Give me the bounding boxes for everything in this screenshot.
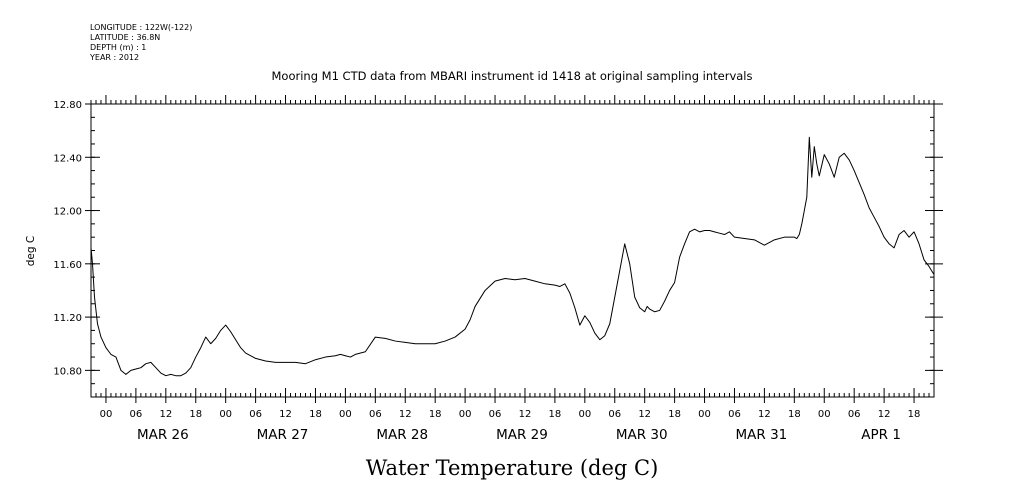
x-day-label: MAR 31 — [736, 427, 788, 443]
x-hour-label: 12 — [159, 409, 172, 420]
latitude-text: LATITUDE : 36.8N — [90, 33, 160, 42]
x-hour-label: 18 — [549, 409, 562, 420]
x-day-label: APR 1 — [861, 427, 901, 443]
y-tick-label: 12.80 — [53, 100, 82, 111]
y-tick-label: 12.40 — [53, 153, 82, 164]
x-hour-label: 00 — [459, 409, 472, 420]
metadata-block: LONGITUDE : 122W(-122) LATITUDE : 36.8N … — [89, 23, 192, 62]
x-hour-label: 06 — [728, 409, 741, 420]
x-hour-label: 12 — [519, 409, 532, 420]
x-day-label: MAR 30 — [616, 427, 668, 443]
y-tick-label: 11.60 — [53, 260, 82, 271]
x-axis: 00 06 12 18 00 06 12 18 00 06 12 18 00 06 12 18 00 06 12 18… — [90, 95, 935, 443]
x-hour-label: 06 — [489, 409, 502, 420]
y-tick-label: 12.00 — [53, 207, 82, 218]
chart-title: Mooring M1 CTD data from MBARI instrumen… — [272, 69, 753, 83]
longitude-text: LONGITUDE : 122W(-122) — [90, 23, 192, 32]
x-day-label: MAR 28 — [376, 427, 428, 443]
x-day-label: MAR 27 — [257, 427, 309, 443]
x-hour-label: 18 — [309, 409, 322, 420]
x-hour-label: 18 — [668, 409, 681, 420]
x-hour-label: 18 — [908, 409, 921, 420]
x-hour-label: 06 — [369, 409, 382, 420]
depth-text: DEPTH (m) : 1 — [90, 43, 146, 52]
x-hour-label: 12 — [279, 409, 292, 420]
x-hour-label: 18 — [788, 409, 801, 420]
x-hour-label: 06 — [608, 409, 621, 420]
x-hour-label: 00 — [339, 409, 352, 420]
x-day-label: MAR 26 — [137, 427, 189, 443]
x-hour-label: 18 — [429, 409, 442, 420]
x-hour-label: 06 — [848, 409, 861, 420]
year-text: YEAR : 2012 — [89, 53, 139, 62]
x-hour-label: 00 — [698, 409, 711, 420]
y-tick-label: 10.80 — [53, 366, 82, 377]
x-hour-label: 18 — [189, 409, 202, 420]
x-hour-label: 12 — [399, 409, 412, 420]
y-tick-label: 11.20 — [53, 313, 82, 324]
y-axis: 10.80 11.20 11.60 12.00 12.40 12.80 — [53, 100, 943, 398]
x-hour-label: 06 — [249, 409, 262, 420]
x-hour-label: 12 — [758, 409, 771, 420]
series-layer — [90, 136, 935, 377]
y-axis-label: deg C — [25, 236, 37, 266]
x-day-label: MAR 29 — [496, 427, 548, 443]
x-hour-label: 00 — [578, 409, 591, 420]
x-axis-label: Water Temperature (deg C) — [366, 456, 659, 480]
x-hour-label: 00 — [219, 409, 232, 420]
x-hour-label: 06 — [130, 409, 143, 420]
x-hour-label: 00 — [100, 409, 113, 420]
x-hour-label: 12 — [638, 409, 651, 420]
plot-area-frame — [90, 103, 935, 398]
x-hour-label: 12 — [878, 409, 891, 420]
temperature-series-line — [90, 136, 935, 377]
x-hour-label: 00 — [818, 409, 831, 420]
